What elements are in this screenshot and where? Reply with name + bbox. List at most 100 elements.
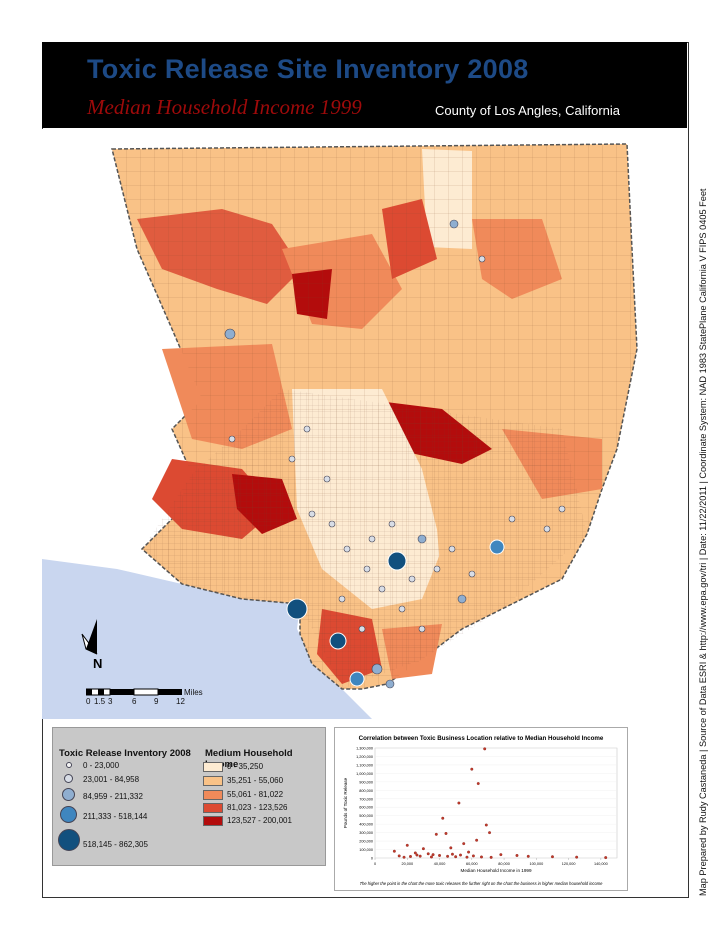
- data-point: [462, 842, 466, 846]
- scatter-chart-panel: Correlation between Toxic Business Locat…: [334, 727, 628, 891]
- data-point: [446, 854, 450, 858]
- scale-tick-3: 6: [132, 697, 137, 706]
- data-point: [526, 854, 530, 858]
- scale-bar-graphic: [85, 688, 182, 696]
- data-point: [515, 854, 519, 857]
- data-point: [575, 855, 579, 859]
- y-tick-label: 1,200,000: [356, 755, 373, 759]
- data-point: [415, 853, 419, 857]
- data-point: [488, 831, 491, 835]
- data-point: [465, 855, 469, 859]
- side-credits: Map Prepared by Rudy Castaneda | Source …: [698, 188, 708, 897]
- x-tick-label: 100,000: [529, 862, 543, 866]
- x-tick-label: 0: [374, 862, 376, 866]
- county-label: County of Los Angles, California: [435, 103, 620, 118]
- data-point: [402, 855, 406, 859]
- legend-tri-title: Toxic Release Inventory 2008: [59, 748, 191, 759]
- legend-income-label-3: 81,023 - 123,526: [227, 803, 288, 812]
- data-point: [449, 846, 453, 850]
- data-point: [476, 782, 480, 785]
- data-point: [450, 852, 454, 856]
- data-point: [405, 843, 409, 847]
- map-title: Toxic Release Site Inventory 2008: [87, 54, 529, 84]
- legend-tri-symbol-2: [62, 788, 75, 801]
- data-point: [470, 767, 474, 771]
- data-point: [441, 816, 445, 820]
- header-band: [42, 42, 687, 128]
- y-axis-label: Pounds of Toxic Release: [343, 777, 348, 828]
- legend-tri-symbol-0: [66, 762, 72, 768]
- x-tick-label: 120,000: [562, 862, 576, 866]
- x-axis-label: Median Household Income in 1999: [461, 868, 532, 873]
- data-point: [480, 855, 483, 859]
- scale-bar: [85, 686, 186, 704]
- data-point: [551, 855, 554, 859]
- plot-area: [374, 747, 618, 859]
- legend-income-swatch-2: [203, 790, 223, 800]
- data-point: [459, 853, 462, 857]
- data-point: [475, 838, 479, 842]
- north-label: N: [93, 656, 103, 671]
- y-tick-label: 500,000: [359, 814, 373, 818]
- legend-tri-label-3: 211,333 - 518,144: [83, 812, 148, 821]
- data-point: [604, 856, 608, 860]
- y-tick-label: 600,000: [359, 806, 373, 810]
- y-tick-label: 100,000: [359, 848, 373, 852]
- data-point: [430, 855, 433, 859]
- y-tick-label: 400,000: [359, 823, 373, 827]
- chart-title: Correlation between Toxic Business Locat…: [359, 735, 604, 742]
- data-point: [438, 854, 441, 857]
- x-tick-label: 140,000: [594, 862, 608, 866]
- north-arrow-fill: [86, 619, 97, 654]
- data-point: [484, 823, 488, 827]
- scale-tick-1: 1.5: [94, 697, 106, 706]
- map-subtitle: Median Household Income 1999: [87, 95, 362, 119]
- data-point: [413, 851, 417, 855]
- data-point: [418, 854, 422, 858]
- data-point: [434, 832, 438, 836]
- legend-tri-symbol-3: [60, 806, 77, 823]
- data-point: [444, 832, 448, 835]
- tri-sites: [224, 219, 566, 689]
- data-point: [471, 854, 475, 858]
- legend-income-swatch-4: [203, 816, 223, 826]
- legend-income-title: Medium Household Income: [205, 748, 293, 770]
- legend-income-label-4: 123,527 - 200,001: [227, 816, 292, 825]
- x-tick-label: 80,000: [498, 862, 510, 866]
- y-tick-label: 1,000,000: [356, 772, 373, 776]
- legend-tri-symbol-4: [58, 829, 80, 851]
- legend-tri-label-2: 84,959 - 211,332: [83, 792, 143, 801]
- scale-tick-2: 3: [108, 697, 113, 706]
- y-tick-label: 1,100,000: [356, 763, 373, 767]
- y-tick-label: 800,000: [359, 789, 373, 793]
- legend-income-swatch-3: [203, 803, 223, 813]
- data-point: [392, 849, 396, 853]
- y-tick-label: 900,000: [359, 780, 373, 784]
- scatter-chart: Correlation between Toxic Business Locat…: [343, 735, 618, 886]
- data-point: [457, 801, 461, 805]
- y-tick-label: 1,300,000: [356, 747, 373, 751]
- data-point: [431, 853, 435, 857]
- data-point: [454, 855, 458, 859]
- scale-tick-0: 0: [86, 697, 91, 706]
- county-map: [42, 129, 687, 719]
- data-point: [426, 852, 430, 856]
- x-tick-label: 40,000: [434, 862, 446, 866]
- y-tick-label: 200,000: [359, 840, 373, 844]
- scale-tick-4: 9: [154, 697, 159, 706]
- x-tick-label: 60,000: [466, 862, 478, 866]
- y-tick-label: 300,000: [359, 831, 373, 835]
- x-tick-label: 20,000: [401, 862, 413, 866]
- legend-tri-label-4: 518,145 - 862,305: [83, 840, 148, 849]
- ocean: [42, 559, 372, 719]
- data-point: [409, 855, 412, 858]
- data-point: [467, 850, 471, 854]
- map-area: [42, 129, 687, 719]
- legend-income-label-0: 0 - 35,250: [227, 762, 264, 771]
- y-tick-label: 0: [371, 857, 373, 861]
- legend-tri-label-0: 0 - 23,000: [83, 761, 120, 770]
- scale-tick-5: 12: [176, 697, 185, 706]
- y-tick-label: 700,000: [359, 797, 373, 801]
- legend-tri-symbol-1: [64, 774, 73, 783]
- legend-income-label-2: 55,061 - 81,022: [227, 790, 284, 799]
